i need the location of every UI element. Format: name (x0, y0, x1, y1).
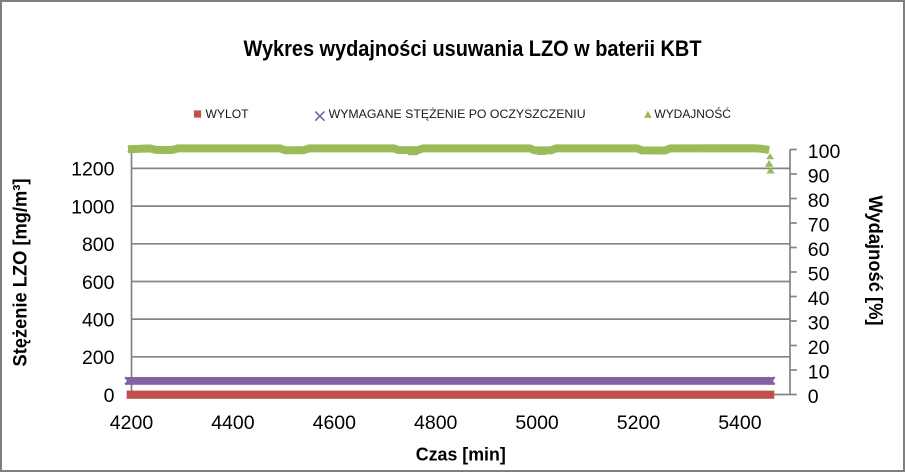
svg-text:70: 70 (808, 214, 830, 236)
svg-text:100: 100 (808, 141, 841, 163)
svg-text:4600: 4600 (313, 412, 357, 434)
svg-text:WYDAJNOŚĆ: WYDAJNOŚĆ (654, 106, 731, 121)
svg-text:WYLOT: WYLOT (206, 107, 250, 121)
svg-text:Wydajność [%]: Wydajność [%] (864, 196, 886, 326)
svg-text:40: 40 (808, 288, 830, 310)
svg-text:1000: 1000 (71, 196, 115, 218)
svg-text:90: 90 (808, 165, 830, 187)
svg-text:50: 50 (808, 263, 830, 285)
svg-text:60: 60 (808, 239, 830, 261)
svg-text:WYMAGANE STĘŻENIE PO OCZYSZCZE: WYMAGANE STĘŻENIE PO OCZYSZCZENIU (329, 107, 586, 121)
svg-text:Stężenie LZO [mg/m³]: Stężenie LZO [mg/m³] (10, 179, 32, 367)
svg-text:80: 80 (808, 190, 830, 212)
svg-text:5200: 5200 (617, 412, 661, 434)
svg-text:1200: 1200 (71, 159, 115, 181)
svg-text:400: 400 (82, 309, 115, 331)
svg-text:200: 200 (82, 347, 115, 369)
svg-text:800: 800 (82, 234, 115, 256)
svg-text:0: 0 (104, 385, 115, 407)
svg-text:4800: 4800 (414, 412, 458, 434)
svg-text:4200: 4200 (110, 412, 154, 434)
svg-text:0: 0 (808, 386, 819, 408)
svg-text:4400: 4400 (211, 412, 255, 434)
svg-text:600: 600 (82, 272, 115, 294)
svg-text:5000: 5000 (515, 412, 559, 434)
svg-text:Wykres wydajności usuwania LZO: Wykres wydajności usuwania LZO w baterii… (244, 36, 702, 61)
svg-text:10: 10 (808, 361, 830, 383)
svg-text:Czas [min]: Czas [min] (416, 444, 506, 465)
svg-text:20: 20 (808, 337, 830, 359)
svg-text:30: 30 (808, 312, 830, 334)
svg-text:5400: 5400 (718, 412, 762, 434)
